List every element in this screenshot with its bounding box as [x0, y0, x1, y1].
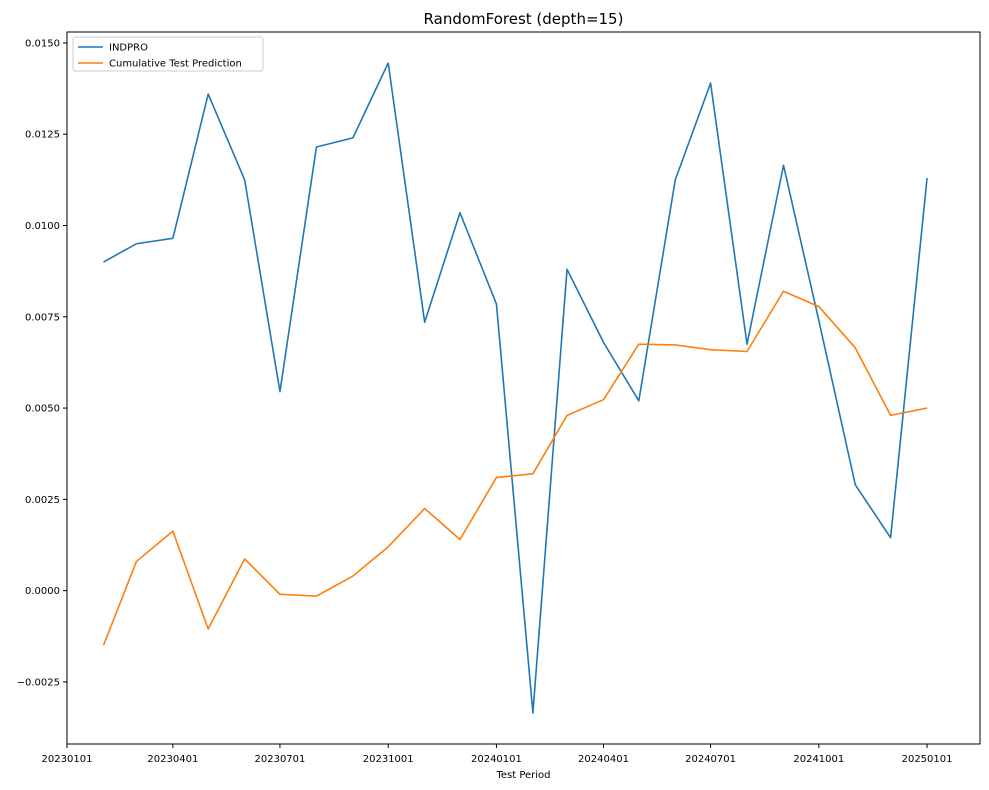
- x-axis-label: Test Period: [495, 770, 550, 781]
- y-tick-label: −0.0025: [17, 677, 60, 688]
- series-lines: [102, 62, 928, 714]
- x-tick-label: 20240101: [471, 754, 522, 765]
- plot-frame: [66, 31, 981, 745]
- legend-label-1: Cumulative Test Prediction: [109, 59, 242, 70]
- y-tick-label: 0.0125: [25, 130, 60, 141]
- x-tick-label: 20250101: [902, 754, 953, 765]
- x-tick-label: 20240401: [578, 754, 629, 765]
- y-tick-label: 0.0050: [25, 404, 60, 415]
- y-tick-label: 0.0100: [25, 221, 60, 232]
- x-tick-label: 20230701: [255, 754, 306, 765]
- y-tick-label: 0.0025: [25, 495, 60, 506]
- x-tick-label: 20230101: [42, 754, 93, 765]
- y-tick-label: 0.0075: [25, 312, 60, 323]
- y-tick-label: 0.0000: [25, 586, 60, 597]
- x-tick-label: 20231001: [363, 754, 414, 765]
- x-tick-label: 20240701: [685, 754, 736, 765]
- series-line-0: [103, 62, 928, 714]
- x-tick-label: 20241001: [793, 754, 844, 765]
- legend: INDPRO Cumulative Test Prediction: [72, 36, 264, 72]
- x-tick-label: 20230401: [147, 754, 198, 765]
- legend-label-0: INDPRO: [109, 43, 148, 54]
- chart-title: RandomForest (depth=15): [424, 10, 624, 28]
- y-axis: −0.0025 0.0000 0.0025 0.0050 0.0075 0.0100 0.0…: [17, 38, 67, 688]
- y-tick-label: 0.0150: [25, 38, 60, 49]
- x-axis: 20230101 20230401 20230701 20231001 20240101…: [42, 744, 953, 765]
- legend-box: [72, 36, 264, 72]
- plot-area: [67, 32, 980, 744]
- series-line-1: [102, 290, 928, 646]
